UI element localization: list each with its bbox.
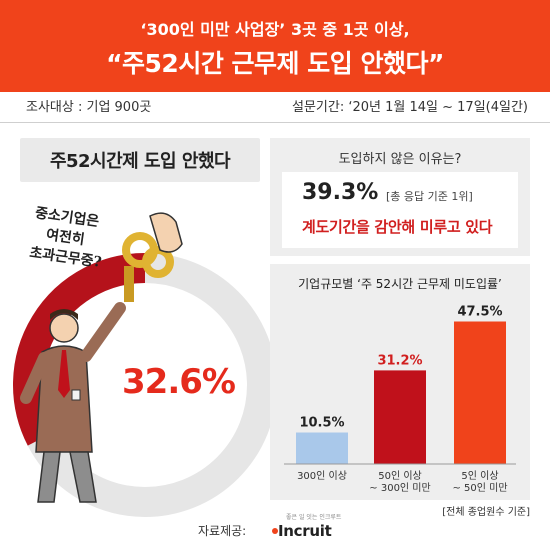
bar-value-label: 47.5% [457, 305, 502, 320]
reason-card: 39.3% [총 응답 기준 1위] 계도기간을 감안해 미루고 있다 [282, 172, 518, 248]
footnote: [전체 종업원수 기준] [442, 507, 530, 518]
bar-value-label: 31.2% [377, 353, 422, 368]
bar-chart: 기업규모별 ‘주 52시간 근무제 미도입률’ 10.5% 300인 이상 31.2… [284, 277, 516, 494]
header-title: “주52시간 근무제 도입 안했다” [106, 49, 444, 78]
handwritten-caption: 중소기업은 여전히 초과근무중? [28, 203, 108, 273]
survey-target: 조사대상 : 기업 900곳 [26, 100, 152, 115]
office-worker-illustration [20, 302, 126, 503]
source-label: 자료제공: [198, 524, 247, 538]
bar-chart-panel: 기업규모별 ‘주 52시간 근무제 미도입률’ 10.5% 300인 이상 31.2… [270, 264, 530, 500]
bar-category-label: 50인 이상 [378, 470, 422, 482]
bar [296, 432, 348, 464]
bar [374, 370, 426, 464]
bar-chart-title: 기업규모별 ‘주 52시간 근무제 미도입률’ [298, 277, 502, 291]
left-panel-title: 주52시간제 도입 안했다 [20, 138, 260, 182]
reason-percent: 39.3% [302, 180, 379, 205]
bar [454, 321, 506, 464]
reason-label: 도입하지 않은 이유는? [338, 152, 462, 167]
donut-slice [13, 253, 146, 446]
logo-dot [272, 528, 278, 534]
incruit-logo: 좋은 일 잇는 인크루트 Incruit [272, 512, 342, 542]
donut-svg [13, 212, 277, 517]
bar-value-label: 10.5% [299, 416, 344, 431]
logo-wordmark: Incruit [278, 522, 332, 540]
wind-up-key-icon [122, 212, 183, 302]
donut-value-label: 32.6% [122, 362, 236, 402]
header-subtitle: ‘300인 미만 사업장’ 3곳 중 1곳 이상, [140, 20, 410, 39]
reason-note: [총 응답 기준 1위] [386, 190, 473, 203]
bar-category-label: 300인 이상 [297, 470, 347, 482]
logo-tagline: 좋은 일 잇는 인크루트 [286, 514, 342, 521]
bar-category-label: ~ 50인 미만 [452, 482, 507, 494]
reason-panel: 도입하지 않은 이유는? 39.3% [총 응답 기준 1위] 계도기간을 감안… [270, 138, 530, 256]
bar-category-label: ~ 300인 미만 [369, 482, 430, 494]
header-banner: ‘300인 미만 사업장’ 3곳 중 1곳 이상, “주52시간 근무제 도입 … [0, 0, 550, 92]
bar-category-label: 5인 이상 [461, 470, 498, 482]
reason-text: 계도기간을 감안해 미루고 있다 [302, 218, 493, 236]
divider [0, 122, 550, 123]
donut-chart [0, 180, 280, 525]
survey-period: 설문기간: ‘20년 1월 14일 ~ 17일(4일간) [292, 100, 528, 115]
